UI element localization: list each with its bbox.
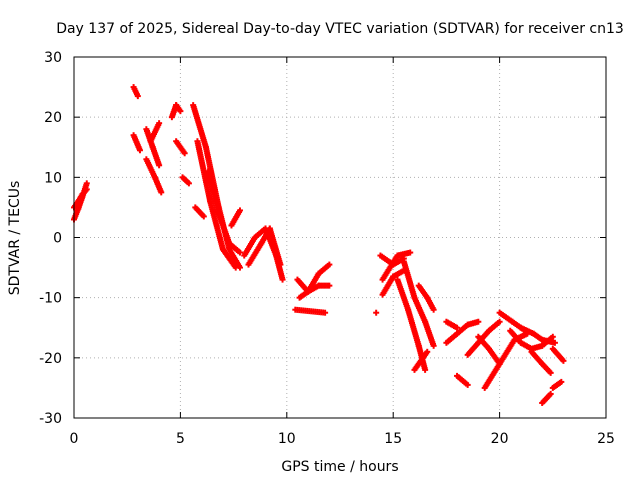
series-pass-06 — [143, 156, 165, 196]
data-point — [422, 366, 429, 373]
series-pass-34 — [481, 330, 531, 391]
data-point — [185, 180, 192, 187]
data-point — [136, 147, 143, 154]
x-tick-label: 20 — [491, 431, 509, 447]
series-pass-07 — [147, 120, 163, 145]
chart-title: Day 137 of 2025, Sidereal Day-to-day VTE… — [56, 21, 624, 37]
data-point — [430, 342, 437, 349]
series-pass-37 — [517, 324, 558, 346]
x-tick-label: 10 — [278, 431, 296, 447]
data-point — [326, 261, 333, 268]
data-point — [430, 306, 437, 313]
data-point — [232, 264, 239, 271]
series-pass-12 — [194, 138, 239, 271]
series-pass-30 — [443, 318, 482, 346]
y-tick-label: 30 — [44, 50, 62, 66]
data-point — [177, 108, 184, 115]
data-point — [407, 249, 414, 256]
series-pass-40 — [549, 378, 565, 391]
series-pass-31 — [454, 372, 471, 388]
data-point — [326, 282, 333, 289]
data-point — [181, 150, 188, 157]
grid-lines — [74, 57, 606, 418]
x-tick-label: 0 — [70, 431, 79, 447]
data-point — [322, 309, 329, 316]
x-tick-labels: 0 5 10 15 20 25 — [70, 431, 615, 447]
data-point — [547, 369, 554, 376]
data-point — [236, 207, 243, 214]
series-pass-39 — [539, 390, 554, 406]
series-pass-41 — [549, 345, 567, 364]
data-point — [454, 324, 461, 331]
data-point — [496, 318, 503, 325]
data-point — [560, 357, 567, 364]
series-pass-05 — [143, 126, 163, 169]
data-point — [551, 339, 558, 346]
series-pass-09 — [173, 138, 188, 157]
series-pass-23 — [379, 249, 414, 283]
x-axis-label: GPS time / hours — [281, 459, 398, 475]
x-tick-label: 25 — [597, 431, 615, 447]
series-pass-14 — [192, 204, 207, 220]
axis-ticks — [73, 56, 607, 419]
data-points — [71, 84, 567, 406]
series-pass-29 — [443, 318, 461, 331]
data-point — [277, 261, 284, 268]
data-point — [83, 180, 90, 187]
y-tick-label: -10 — [39, 291, 62, 307]
series-pass-25 — [394, 276, 429, 373]
series-pass-38 — [528, 348, 554, 376]
series-pass-15 — [228, 207, 243, 229]
series-pass-03 — [130, 84, 141, 100]
data-point — [200, 213, 207, 220]
data-point — [464, 381, 471, 388]
series-pass-02 — [71, 186, 90, 211]
data-point — [158, 189, 165, 196]
data-point — [134, 93, 141, 100]
y-tick-label: -30 — [39, 411, 62, 427]
series-pass-13 — [205, 168, 243, 256]
x-tick-label: 5 — [176, 431, 185, 447]
series-pass-27 — [415, 282, 437, 313]
series-pass-04 — [130, 132, 143, 154]
series-pass-20 — [292, 306, 329, 316]
y-tick-label: 10 — [44, 170, 62, 186]
y-tick-label: 20 — [44, 110, 62, 126]
series-pass-28 — [411, 348, 431, 373]
series-pass-21 — [373, 309, 380, 316]
data-point — [558, 378, 565, 385]
data-point — [83, 186, 90, 193]
y-tick-label: -20 — [39, 351, 62, 367]
data-point — [236, 249, 243, 256]
data-point — [156, 162, 163, 169]
data-point — [549, 333, 556, 340]
data-point — [373, 309, 380, 316]
series-pass-36 — [507, 327, 556, 352]
y-tick-labels: -30 -20 -10 0 10 20 30 — [39, 50, 62, 427]
x-tick-label: 15 — [384, 431, 402, 447]
series-pass-08 — [168, 102, 184, 121]
data-point — [279, 276, 286, 283]
data-point — [547, 390, 554, 397]
y-axis-label: SDTVAR / TECUs — [7, 181, 23, 296]
series-pass-26 — [400, 258, 437, 349]
series-pass-19 — [296, 282, 333, 301]
y-tick-label: 0 — [53, 231, 62, 247]
data-point — [475, 318, 482, 325]
series-pass-10 — [179, 174, 192, 187]
series-pass-17 — [245, 225, 284, 268]
data-point — [424, 348, 431, 355]
data-point — [156, 120, 163, 127]
